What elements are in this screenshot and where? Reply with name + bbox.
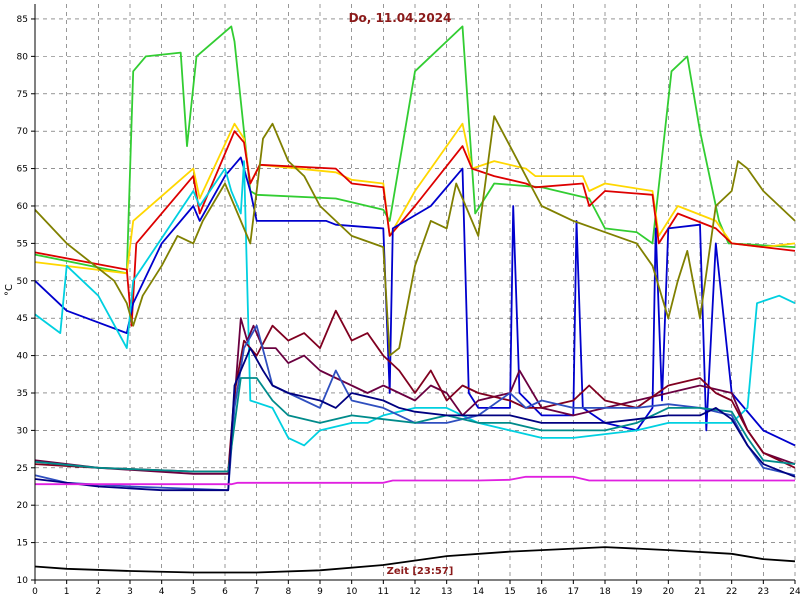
x-tick-label: 16 <box>536 587 548 597</box>
x-tick-label: 17 <box>568 587 579 597</box>
x-tick-labels: 0 1 2 3 4 5 6 7 8 9 10 11 12 13 14 15 16 17 18 19 20 21 22 23 24 <box>32 580 800 597</box>
x-tick-label: 12 <box>409 587 420 597</box>
series-line-13 <box>34 546 796 574</box>
x-tick-label: 11 <box>378 587 389 597</box>
series-lines <box>34 25 796 574</box>
x-tick-label: 6 <box>222 587 228 597</box>
series-line-11 <box>34 347 796 492</box>
y-tick-label: 20 <box>17 501 29 511</box>
x-tick-label: 7 <box>254 587 260 597</box>
series-line-1 <box>34 25 796 275</box>
x-tick-label: 8 <box>285 587 291 597</box>
x-tick-label: 23 <box>758 587 769 597</box>
series-line-7 <box>34 317 796 475</box>
x-tick-label: 5 <box>190 587 196 597</box>
x-axis-label: Zeit [23:57] <box>387 566 454 577</box>
y-tick-label: 45 <box>17 314 28 324</box>
y-tick-label: 40 <box>17 352 29 362</box>
x-tick-label: 2 <box>95 587 101 597</box>
x-tick-label: 14 <box>473 587 485 597</box>
x-tick-label: 4 <box>159 587 165 597</box>
x-tick-label: 22 <box>726 587 737 597</box>
x-tick-label: 0 <box>32 587 38 597</box>
y-tick-label: 60 <box>17 202 29 212</box>
series-line-5 <box>34 160 796 447</box>
series-line-6 <box>34 115 796 357</box>
x-tick-label: 13 <box>441 587 452 597</box>
x-tick-label: 18 <box>599 587 611 597</box>
series-line-3 <box>34 130 796 327</box>
series-line-4 <box>34 156 796 447</box>
series-line-2 <box>34 122 796 275</box>
x-tick-label: 1 <box>64 587 70 597</box>
y-axis-label: °C <box>4 284 15 296</box>
y-tick-label: 70 <box>17 127 29 137</box>
y-tick-label: 15 <box>17 539 28 549</box>
x-tick-label: 15 <box>504 587 515 597</box>
x-tick-label: 19 <box>631 587 643 597</box>
y-tick-labels: 10 15 20 25 30 35 40 45 50 55 60 65 70 75 80 85 <box>17 15 35 586</box>
y-tick-label: 30 <box>17 426 29 436</box>
x-tick-label: 3 <box>127 587 133 597</box>
y-tick-label: 50 <box>17 277 29 287</box>
y-tick-label: 65 <box>17 165 28 175</box>
y-tick-label: 75 <box>17 90 28 100</box>
chart-title: Do, 11.04.2024 <box>349 11 452 25</box>
y-tick-label: 80 <box>17 52 29 62</box>
x-tick-label: 21 <box>694 587 705 597</box>
x-tick-label: 24 <box>789 587 800 597</box>
y-tick-label: 35 <box>17 389 28 399</box>
y-tick-label: 85 <box>17 15 28 25</box>
x-tick-label: 20 <box>663 587 675 597</box>
y-tick-label: 10 <box>17 576 29 586</box>
series-line-12 <box>35 475 795 486</box>
y-tick-label: 25 <box>17 464 28 474</box>
y-tick-label: 55 <box>17 239 28 249</box>
x-tick-label: 10 <box>346 587 358 597</box>
x-tick-label: 9 <box>317 587 323 597</box>
